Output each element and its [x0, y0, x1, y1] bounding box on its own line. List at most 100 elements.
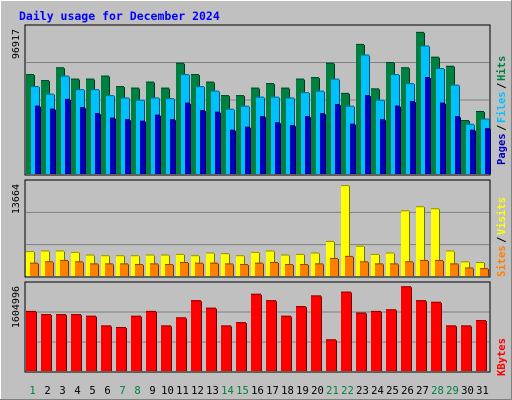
- bar-kbytes-2: [41, 314, 52, 371]
- bar-kbytes-3: [56, 314, 67, 371]
- bar-kbytes-29: [446, 325, 457, 371]
- bar-pages-23: [365, 95, 371, 174]
- bar-pages-2: [50, 108, 56, 174]
- x-label-15: 15: [236, 385, 249, 397]
- bar-sites-24: [375, 263, 384, 276]
- x-label-19: 19: [296, 385, 309, 397]
- bar-pages-18: [290, 125, 296, 174]
- x-label-9: 9: [149, 385, 155, 397]
- bar-sites-8: [135, 264, 144, 276]
- bar-sites-1: [30, 262, 39, 276]
- x-label-30: 30: [461, 385, 474, 397]
- bar-sites-21: [330, 257, 339, 276]
- bar-kbytes-19: [296, 306, 307, 371]
- bar-sites-10: [165, 264, 174, 276]
- bar-kbytes-23: [356, 312, 367, 371]
- x-label-29: 29: [446, 385, 459, 397]
- x-label-2: 2: [44, 385, 50, 397]
- chart-title: Daily usage for December 2024: [19, 9, 220, 23]
- bar-pages-4: [80, 107, 86, 174]
- x-label-22: 22: [341, 385, 354, 397]
- legend-label-visits: Visits: [496, 197, 508, 235]
- bar-pages-27: [425, 77, 431, 174]
- bar-sites-2: [45, 261, 54, 276]
- bar-sites-3: [60, 259, 69, 276]
- bar-pages-15: [245, 126, 251, 174]
- bar-kbytes-20: [311, 295, 322, 371]
- legend-label-hits: Hits: [496, 56, 508, 81]
- bar-kbytes-21: [326, 339, 337, 371]
- bar-sites-6: [105, 263, 114, 276]
- bar-kbytes-28: [431, 301, 442, 371]
- bar-pages-21: [335, 104, 341, 174]
- bar-kbytes-18: [281, 315, 292, 371]
- bar-pages-16: [260, 116, 266, 174]
- legend-label-files: Files: [496, 91, 508, 123]
- bar-sites-14: [225, 263, 234, 276]
- bar-sites-26: [405, 261, 414, 276]
- bar-kbytes-24: [371, 310, 382, 371]
- bar-kbytes-11: [176, 317, 187, 371]
- bar-pages-1: [35, 105, 41, 174]
- bar-pages-22: [350, 123, 356, 174]
- bar-kbytes-9: [146, 310, 157, 371]
- middle-panel: [24, 179, 491, 278]
- bar-pages-31: [485, 128, 491, 174]
- x-label-1: 1: [29, 385, 35, 397]
- bar-sites-25: [390, 263, 399, 276]
- x-label-23: 23: [356, 385, 369, 397]
- x-label-31: 31: [476, 385, 489, 397]
- max-label-top_panel: 96917: [11, 29, 22, 59]
- x-label-25: 25: [386, 385, 399, 397]
- bar-pages-28: [440, 102, 446, 174]
- bar-sites-23: [360, 261, 369, 276]
- bar-kbytes-26: [401, 286, 412, 371]
- bar-sites-30: [465, 267, 474, 276]
- bar-kbytes-1: [26, 310, 37, 371]
- bar-sites-12: [195, 262, 204, 276]
- bar-kbytes-17: [266, 300, 277, 371]
- bar-pages-19: [305, 116, 311, 174]
- bar-pages-17: [275, 122, 281, 174]
- x-axis-labels: 1 2 3 4 5 6 7 8 9 10 11 12 13 14 15 16 17 18 19 20 21 22 23 24 2…: [29, 385, 488, 397]
- bar-kbytes-25: [386, 309, 397, 371]
- legend-side-labels: Pages / Files / Hits Sites / Visits KBytes: [496, 56, 508, 376]
- legend-label-sites: Sites: [496, 245, 508, 277]
- x-label-14: 14: [221, 385, 234, 397]
- bar-sites-5: [90, 263, 99, 276]
- bar-kbytes-15: [236, 322, 247, 371]
- bar-sites-9: [150, 263, 159, 276]
- bar-sites-13: [210, 262, 219, 276]
- bar-pages-9: [155, 114, 161, 174]
- bar-kbytes-27: [416, 300, 427, 371]
- bar-pages-12: [200, 110, 206, 174]
- legend-label-pages: Pages: [496, 133, 508, 165]
- bar-sites-31: [480, 268, 489, 276]
- bar-sites-7: [120, 263, 129, 276]
- x-label-5: 5: [89, 385, 95, 397]
- x-label-24: 24: [371, 385, 384, 397]
- bar-kbytes-7: [116, 326, 127, 371]
- bar-kbytes-14: [221, 325, 232, 371]
- x-label-27: 27: [416, 385, 429, 397]
- x-label-13: 13: [206, 385, 219, 397]
- bar-kbytes-8: [131, 315, 142, 371]
- bar-pages-5: [95, 113, 101, 174]
- x-label-17: 17: [266, 385, 279, 397]
- bar-pages-10: [170, 119, 176, 174]
- x-label-7: 7: [119, 385, 125, 397]
- x-label-8: 8: [134, 385, 140, 397]
- bottom-panel: [24, 281, 491, 373]
- bar-kbytes-30: [461, 325, 472, 371]
- bar-sites-11: [180, 262, 189, 276]
- bar-kbytes-4: [71, 314, 82, 371]
- x-label-21: 21: [326, 385, 339, 397]
- bar-kbytes-16: [251, 293, 262, 371]
- bar-sites-29: [450, 263, 459, 276]
- bar-sites-4: [75, 261, 84, 276]
- x-label-28: 28: [431, 385, 444, 397]
- x-label-20: 20: [311, 385, 324, 397]
- max-label-bottom_panel: 1604996: [11, 286, 22, 328]
- bar-pages-8: [140, 120, 146, 174]
- bar-pages-3: [65, 98, 71, 174]
